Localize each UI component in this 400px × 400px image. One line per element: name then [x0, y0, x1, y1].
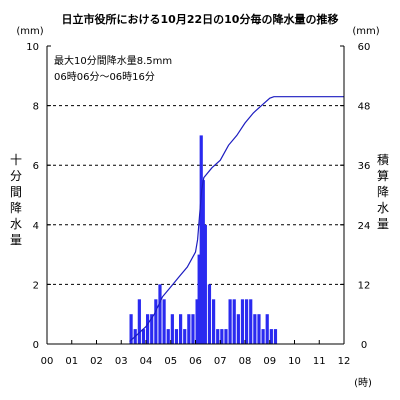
- rain-bar: [183, 329, 187, 344]
- y-left-unit: (mm): [16, 26, 43, 37]
- y-left-tick-label: 6: [33, 161, 39, 172]
- rain-bar: [220, 329, 224, 344]
- rain-bar: [245, 299, 249, 344]
- annotation-box: [49, 51, 199, 89]
- bars-layer: [129, 135, 278, 344]
- x-axis-unit: (時): [354, 377, 372, 389]
- rain-bar: [216, 329, 220, 344]
- y-left-tick-label: 2: [33, 280, 39, 291]
- rain-bar: [232, 299, 236, 344]
- annotation-line-1: 最大10分間降水量8.5mm: [54, 54, 172, 67]
- grid-layer: [47, 105, 344, 285]
- y-right-unit: (mm): [352, 26, 379, 37]
- y-right-label: 積算降水量: [377, 152, 389, 231]
- y-left-tick-label: 0: [33, 340, 39, 351]
- rain-bar: [236, 314, 240, 344]
- rain-bar: [137, 299, 141, 344]
- rain-bar: [146, 314, 150, 344]
- rain-bar: [158, 284, 162, 344]
- rain-bar: [265, 314, 269, 344]
- x-tick-label: 03: [115, 356, 128, 367]
- rain-bar: [269, 329, 273, 344]
- rain-bar: [174, 329, 179, 344]
- y-right-tick-label: 12: [358, 280, 371, 291]
- rain-bar: [141, 329, 146, 344]
- y-right-tick-label: 48: [358, 102, 371, 113]
- rain-bar: [199, 135, 203, 344]
- rain-bar: [201, 180, 205, 344]
- rain-bar: [228, 299, 232, 344]
- rain-bar: [197, 254, 201, 344]
- x-tick-label: 07: [214, 356, 227, 367]
- rain-bar: [261, 329, 265, 344]
- x-tick-label: 08: [239, 356, 252, 367]
- y-right-tick-label: 36: [358, 161, 371, 172]
- rain-bar: [207, 284, 212, 344]
- rain-bar: [195, 299, 199, 344]
- rain-bar: [154, 299, 158, 344]
- rain-bar: [249, 299, 253, 344]
- x-tick-label: 06: [189, 356, 202, 367]
- rain-bar: [203, 224, 207, 344]
- rain-bar: [179, 314, 183, 344]
- x-tick-label: 01: [65, 356, 78, 367]
- x-tick-label: 02: [90, 356, 103, 367]
- rain-bar: [253, 314, 257, 344]
- x-tick-label: 00: [41, 356, 54, 367]
- chart-title: 日立市役所における10月22日の10分毎の降水量の推移: [62, 12, 339, 26]
- rain-bar: [224, 329, 228, 344]
- x-tick-label: 04: [140, 356, 153, 367]
- rain-bar: [166, 329, 170, 344]
- x-tick-label: 09: [263, 356, 276, 367]
- cumulative-line: [129, 96, 344, 342]
- y-left-tick-label: 10: [26, 42, 39, 53]
- rain-bar: [150, 314, 154, 344]
- x-tick-label: 11: [313, 356, 326, 367]
- y-right-tick-label: 24: [358, 221, 371, 232]
- annotation-line-2: 06時06分～06時16分: [54, 71, 155, 83]
- y-left-tick-label: 4: [33, 221, 39, 232]
- y-left-tick-label: 8: [33, 102, 39, 113]
- rain-bar: [129, 314, 133, 344]
- line-layer: [129, 96, 344, 342]
- rain-bar: [187, 314, 191, 344]
- x-tick-label: 10: [288, 356, 301, 367]
- rain-bar: [212, 299, 216, 344]
- y-left-label: 十分間降水量: [10, 153, 22, 247]
- x-tick-label: 05: [164, 356, 177, 367]
- rain-bar: [240, 299, 245, 344]
- x-tick-label: 12: [338, 356, 351, 367]
- rain-bar: [191, 314, 195, 344]
- y-right-tick-label: 60: [358, 42, 371, 53]
- rain-bar: [273, 329, 278, 344]
- y-right-tick-label: 0: [361, 340, 367, 351]
- rain-bar: [170, 314, 174, 344]
- rain-bar: [162, 299, 166, 344]
- rain-bar: [257, 314, 261, 344]
